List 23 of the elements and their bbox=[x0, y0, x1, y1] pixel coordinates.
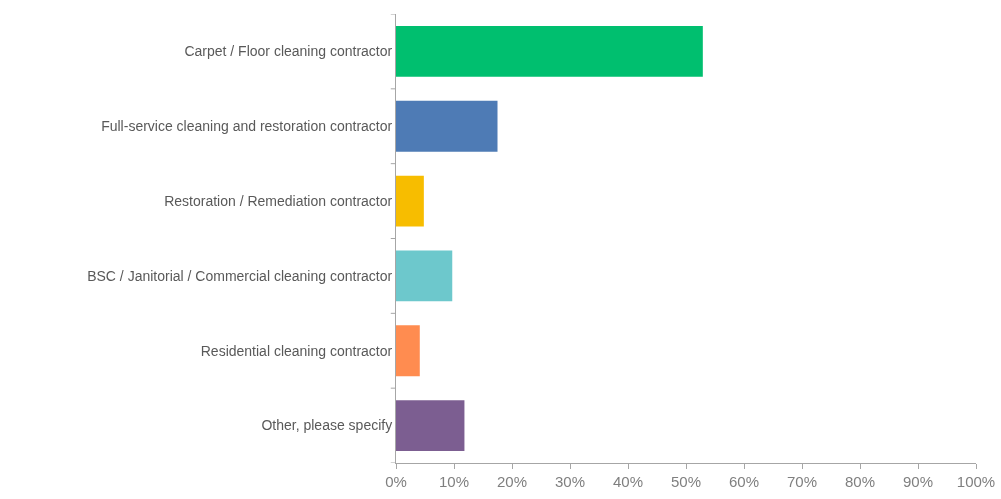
y-tick-label: Full-service cleaning and restoration contractor bbox=[101, 118, 393, 135]
bar bbox=[396, 250, 453, 302]
y-tick-label: Other, please specify bbox=[261, 417, 393, 434]
bar bbox=[396, 400, 465, 452]
y-tick-label: Restoration / Remediation contractor bbox=[164, 192, 393, 209]
y-tick-label: BSC / Janitorial / Commercial cleaning contractor bbox=[87, 267, 393, 284]
x-tick-label: 90% bbox=[902, 473, 934, 490]
bar bbox=[396, 100, 498, 152]
bar bbox=[396, 325, 420, 377]
x-tick-label: 80% bbox=[844, 473, 876, 490]
x-tick-label: 30% bbox=[554, 473, 586, 490]
y-tick-label: Carpet / Floor cleaning contractor bbox=[184, 43, 393, 60]
x-tick-label: 50% bbox=[670, 473, 702, 490]
x-tick-label: 40% bbox=[612, 473, 644, 490]
x-tick-label: 100% bbox=[956, 473, 996, 490]
x-tick-label: 70% bbox=[786, 473, 818, 490]
y-tick-label: Residential cleaning contractor bbox=[200, 342, 393, 359]
x-tick-label: 0% bbox=[385, 473, 407, 490]
x-tick-label: 20% bbox=[496, 473, 528, 490]
x-tick-label: 60% bbox=[728, 473, 760, 490]
bar bbox=[396, 175, 424, 227]
bar bbox=[396, 25, 703, 77]
x-tick-label: 10% bbox=[438, 473, 470, 490]
